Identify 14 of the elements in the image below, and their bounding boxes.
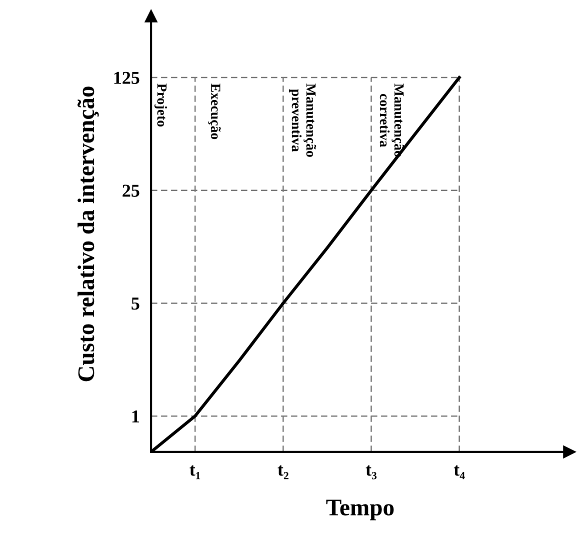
x-tick-label: t₃ [366, 465, 377, 480]
y-tick-label: 25 [122, 184, 140, 197]
x-axis-title: Tempo [326, 500, 394, 520]
annotation: Execução [208, 84, 221, 140]
annotation: Manutenção corretiva [380, 84, 404, 157]
annotation: Projeto [154, 84, 168, 127]
y-tick-label: 1 [132, 410, 140, 422]
y-tick-label: 5 [132, 298, 140, 310]
y-tick-label: 125 [114, 72, 140, 84]
annotation: Manutenção preventiva [288, 84, 316, 157]
x-tick-label: t₄ [454, 465, 465, 480]
x-tick-label: t₁ [190, 465, 200, 480]
x-tick-label: t₂ [278, 465, 288, 480]
y-axis-title: Custo relativo da intervenção [78, 86, 99, 382]
